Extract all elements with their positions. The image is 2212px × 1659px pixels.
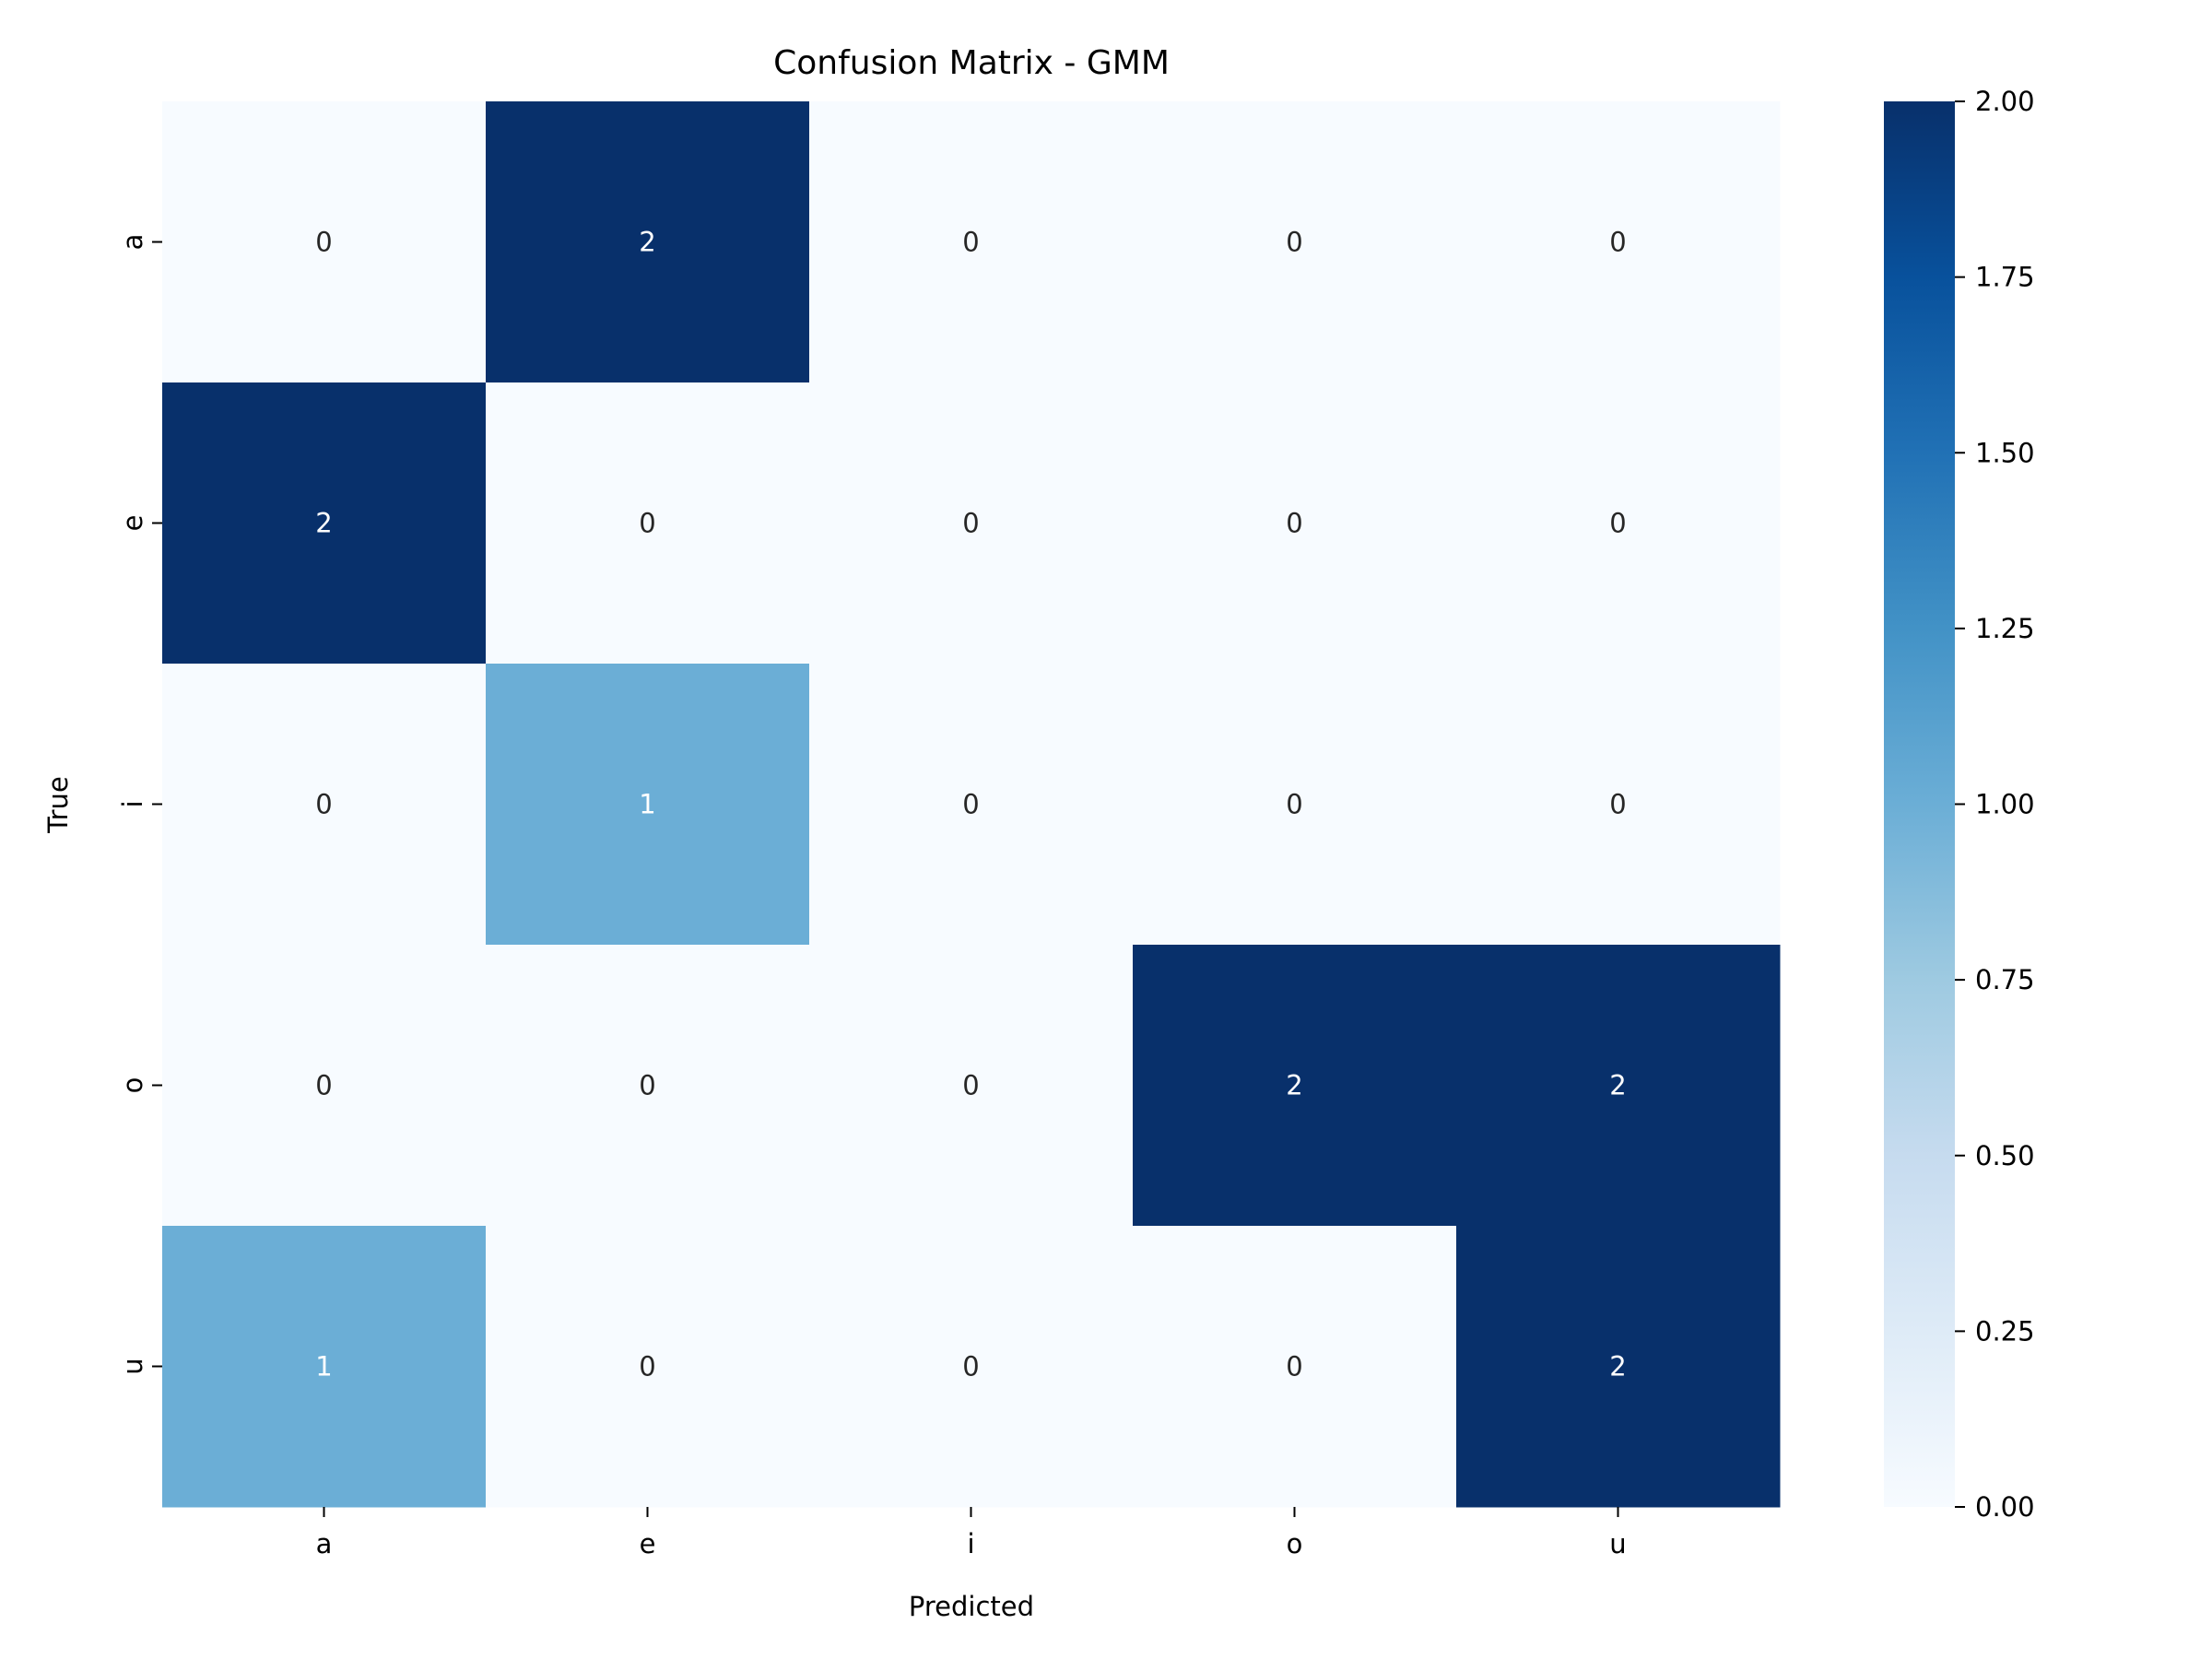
heatmap-cell bbox=[809, 945, 1134, 1227]
x-tick-label: u bbox=[1609, 1528, 1626, 1559]
heatmap-cell bbox=[1133, 1226, 1457, 1508]
x-tick-label: i bbox=[967, 1528, 974, 1559]
heatmap-cell bbox=[162, 1226, 487, 1508]
colorbar-tick-label: 0.75 bbox=[1975, 964, 2035, 995]
heatmap-cell-labels: 0 2 0 0 0 2 0 0 0 0 0 1 0 0 0 0 0 0 2 2 1 0 0 0 2 bbox=[315, 227, 1626, 1382]
heatmap-cell bbox=[1133, 664, 1457, 946]
colorbar-tick-label: 1.75 bbox=[1975, 262, 2035, 293]
heatmap-cell bbox=[162, 382, 487, 665]
heatmap-cell bbox=[809, 101, 1134, 383]
colorbar-tick-label: 1.50 bbox=[1975, 437, 2035, 468]
cell-value-label: 0 bbox=[1286, 508, 1302, 539]
cell-value-label: 2 bbox=[1609, 1351, 1626, 1382]
heatmap-cell bbox=[486, 382, 810, 665]
cell-value-label: 0 bbox=[962, 789, 979, 820]
cell-value-label: 2 bbox=[639, 227, 655, 258]
cell-value-label: 1 bbox=[639, 789, 655, 820]
cell-value-label: 0 bbox=[1609, 789, 1626, 820]
cell-value-label: 1 bbox=[315, 1351, 332, 1382]
heatmap-cell bbox=[1456, 945, 1781, 1227]
y-axis-ticks: a e i o u bbox=[117, 234, 162, 1375]
heatmap-cell bbox=[1133, 101, 1457, 383]
heatmap-cell bbox=[809, 664, 1134, 946]
cell-value-label: 2 bbox=[315, 508, 332, 539]
heatmap-cell bbox=[809, 382, 1134, 665]
cell-value-label: 0 bbox=[639, 1070, 655, 1101]
colorbar-tick-label: 2.00 bbox=[1975, 86, 2035, 117]
x-axis-label: Predicted bbox=[909, 1591, 1034, 1622]
heatmap-cell bbox=[1133, 945, 1457, 1227]
cell-value-label: 0 bbox=[315, 789, 332, 820]
cell-value-label: 0 bbox=[315, 227, 332, 258]
x-tick-label: e bbox=[640, 1528, 656, 1559]
colorbar-ticks: 0.00 0.25 0.50 0.75 1.00 1.25 1.50 1.75 2.00 bbox=[1955, 86, 2035, 1523]
cell-value-label: 0 bbox=[1609, 508, 1626, 539]
heatmap-cell bbox=[486, 664, 810, 946]
heatmap-cell bbox=[162, 945, 487, 1227]
y-tick-label: i bbox=[117, 800, 148, 807]
heatmap-cell bbox=[1456, 382, 1781, 665]
y-tick-label: e bbox=[117, 515, 148, 532]
cell-value-label: 0 bbox=[1286, 789, 1302, 820]
colorbar-tick-label: 0.50 bbox=[1975, 1140, 2035, 1171]
heatmap-cell bbox=[1456, 664, 1781, 946]
cell-value-label: 0 bbox=[962, 1351, 979, 1382]
heatmap-cell bbox=[486, 101, 810, 383]
heatmap-cell bbox=[486, 1226, 810, 1508]
cell-value-label: 0 bbox=[639, 1351, 655, 1382]
y-tick-label: o bbox=[117, 1077, 148, 1094]
colorbar-tick-label: 1.25 bbox=[1975, 613, 2035, 644]
cell-value-label: 0 bbox=[315, 1070, 332, 1101]
heatmap-cells bbox=[162, 101, 1781, 1508]
x-tick-label: o bbox=[1287, 1528, 1303, 1559]
heatmap-cell bbox=[162, 101, 487, 383]
chart-title: Confusion Matrix - GMM bbox=[773, 44, 1170, 82]
y-tick-label: u bbox=[117, 1358, 148, 1374]
cell-value-label: 0 bbox=[639, 508, 655, 539]
heatmap-cell bbox=[486, 945, 810, 1227]
y-axis-label: True bbox=[42, 776, 74, 834]
heatmap-cell bbox=[809, 1226, 1134, 1508]
cell-value-label: 0 bbox=[1609, 227, 1626, 258]
heatmap-cell bbox=[1456, 1226, 1781, 1508]
heatmap-cell bbox=[1133, 382, 1457, 665]
heatmap-cell bbox=[162, 664, 487, 946]
cell-value-label: 0 bbox=[962, 227, 979, 258]
colorbar bbox=[1884, 101, 1955, 1507]
cell-value-label: 0 bbox=[962, 1070, 979, 1101]
y-tick-label: a bbox=[117, 234, 148, 251]
cell-value-label: 0 bbox=[1286, 1351, 1302, 1382]
heatmap-cell bbox=[1456, 101, 1781, 383]
cell-value-label: 2 bbox=[1609, 1070, 1626, 1101]
x-tick-label: a bbox=[316, 1528, 333, 1559]
colorbar-tick-label: 1.00 bbox=[1975, 789, 2035, 820]
cell-value-label: 2 bbox=[1286, 1070, 1302, 1101]
colorbar-tick-label: 0.25 bbox=[1975, 1315, 2035, 1347]
cell-value-label: 0 bbox=[1286, 227, 1302, 258]
colorbar-tick-label: 0.00 bbox=[1975, 1491, 2035, 1523]
cell-value-label: 0 bbox=[962, 508, 979, 539]
